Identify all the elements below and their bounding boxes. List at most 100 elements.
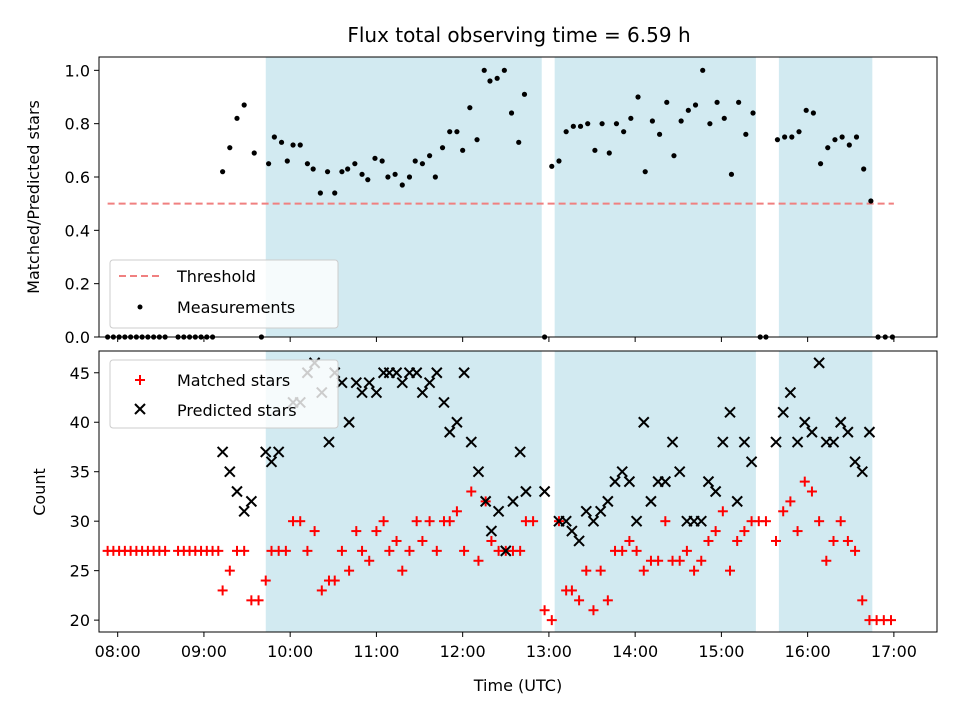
- measurement-point: [419, 161, 426, 167]
- matched-point: [653, 555, 664, 566]
- predicted-point: [260, 446, 272, 458]
- measurement-point: [803, 107, 809, 113]
- predicted-point: [560, 515, 572, 527]
- count-panel: 08:00 09:00 10:00 11:00 12:00 13:00 14:00 15:00…: [30, 350, 938, 695]
- matched-point: [842, 535, 853, 546]
- predicted-point: [390, 367, 403, 379]
- measurement-point: [556, 158, 562, 164]
- y-tick-label: 0.2: [65, 275, 90, 294]
- predicted-point: [806, 426, 818, 438]
- measurement-point: [613, 121, 620, 127]
- legend-matched-swatch: [135, 375, 145, 385]
- measurement-point: [839, 134, 845, 140]
- matched-point: [451, 506, 462, 517]
- predicted-point: [431, 367, 443, 379]
- predicted-point: [616, 466, 628, 478]
- matched-point: [351, 526, 362, 537]
- matched-point: [602, 595, 613, 606]
- measurement-point: [439, 145, 446, 151]
- measurement-point: [339, 169, 345, 175]
- matched-point: [792, 526, 803, 537]
- predicted-point: [645, 495, 657, 508]
- measurement-point: [432, 174, 438, 180]
- y-tick-label: 45: [70, 364, 90, 383]
- measurement-point: [310, 166, 316, 172]
- measurement-point: [868, 198, 874, 204]
- measurement-point: [352, 161, 358, 167]
- measurement-point: [487, 78, 493, 84]
- measurement-point: [385, 174, 391, 180]
- y-tick-label: 0.4: [65, 221, 90, 240]
- predicted-point: [216, 446, 229, 458]
- measurement-point: [454, 129, 460, 135]
- matched-point: [528, 516, 539, 527]
- y-tick-label: 0.8: [65, 115, 90, 134]
- matched-point: [459, 545, 470, 556]
- x-tick-label: 15:00: [698, 642, 744, 661]
- matched-point: [336, 545, 347, 556]
- matched-point: [411, 516, 422, 527]
- matched-point: [329, 575, 340, 586]
- predicted-point: [438, 396, 450, 409]
- predicted-point: [396, 376, 408, 389]
- measurement-point: [728, 171, 735, 177]
- measurement-point: [782, 134, 788, 140]
- measurement-point: [399, 182, 405, 188]
- matched-point: [595, 565, 606, 576]
- measurement-point: [861, 166, 867, 172]
- legend-measurement-label: Measurements: [177, 298, 295, 317]
- matched-point: [806, 486, 817, 497]
- predicted-point: [370, 386, 383, 399]
- matched-point: [689, 565, 700, 576]
- measurement-point: [789, 134, 795, 140]
- observing-window-band: [554, 351, 756, 632]
- measurement-point: [817, 161, 824, 167]
- matched-point: [213, 545, 224, 556]
- legend: Threshold Measurements: [109, 259, 339, 329]
- predicted-point: [472, 466, 485, 478]
- matched-point: [760, 516, 771, 527]
- matched-point: [515, 545, 526, 556]
- predicted-point: [784, 386, 797, 399]
- matched-point: [224, 565, 235, 576]
- matched-point: [280, 545, 291, 556]
- legend: Matched stars Predicted stars: [109, 359, 339, 429]
- measurement-point: [304, 161, 311, 167]
- predicted-point: [507, 495, 519, 508]
- x-tick-label: 11:00: [353, 642, 399, 661]
- matched-point: [631, 545, 642, 556]
- matched-point: [364, 555, 375, 566]
- predicted-point: [343, 416, 355, 428]
- y-tick-label: 0.0: [65, 328, 90, 347]
- matched-point: [378, 516, 389, 527]
- measurement-point: [736, 99, 742, 105]
- observing-window-band: [778, 57, 873, 337]
- matched-point: [674, 555, 685, 566]
- matched-point: [857, 595, 868, 606]
- matched-point: [710, 526, 721, 537]
- matched-point: [316, 585, 327, 596]
- predicted-point: [500, 545, 512, 557]
- predicted-point: [673, 466, 686, 478]
- measurement-point: [628, 115, 634, 121]
- predicted-point: [724, 406, 736, 419]
- predicted-point: [842, 426, 854, 438]
- matched-point: [357, 545, 368, 556]
- x-ticks: 08:00 09:00 10:00 11:00 12:00 13:00 14:00 15:00…: [95, 632, 917, 661]
- measurement-point: [585, 121, 591, 127]
- measurement-point: [365, 177, 371, 183]
- predicted-point: [777, 406, 789, 419]
- predicted-point: [465, 436, 477, 448]
- measurement-point: [266, 161, 272, 167]
- predicted-point: [738, 436, 751, 448]
- matched-point: [732, 535, 743, 546]
- measurement-point: [678, 118, 684, 124]
- predicted-point: [709, 485, 722, 498]
- predicted-point: [363, 376, 375, 389]
- measurement-point: [649, 118, 655, 124]
- chart-title: Flux total observing time = 6.59 h: [347, 23, 690, 47]
- measurement-point: [501, 67, 507, 73]
- measurement-point: [714, 99, 720, 105]
- predicted-point: [666, 436, 679, 448]
- legend-threshold-label: Threshold: [176, 267, 256, 286]
